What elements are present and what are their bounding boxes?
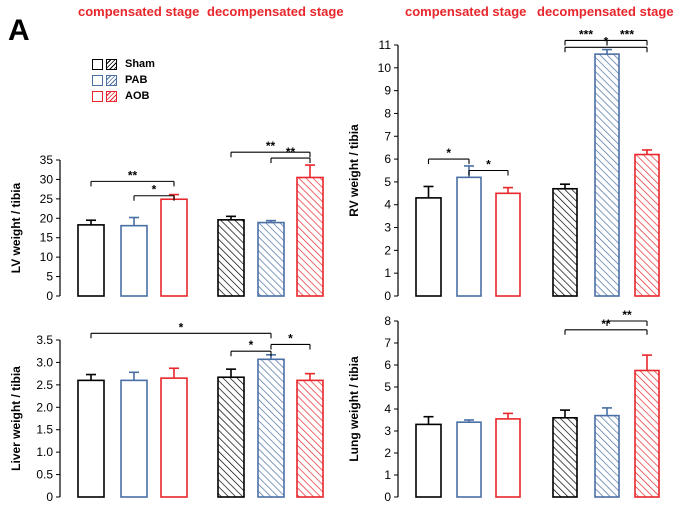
panel-2-ytick-label: 7 <box>384 129 391 143</box>
panel-2-ytick-label: 6 <box>384 152 391 166</box>
panel-2-ytick-label: 2 <box>384 243 391 257</box>
panel-3-ytick-label: 1.0 <box>36 445 53 459</box>
panel-3-ytick-label: 2.0 <box>36 400 53 414</box>
panel-2-bar-aob-decompensated <box>634 153 660 297</box>
panel-1-ytick-label: 20 <box>40 211 54 225</box>
panel-4-ytick-label: 0 <box>384 490 391 504</box>
legend-label-pab: PAB <box>125 74 148 86</box>
panel-4-ytick-label: 6 <box>384 358 391 372</box>
panel-3-sig-label: * <box>179 320 184 334</box>
legend-swatch-sham-open <box>92 58 103 70</box>
panel-3-ytick-label: 2.5 <box>36 378 53 392</box>
panel-2-bar-sham-decompensated <box>552 187 578 297</box>
panel-4-bar-aob-decompensated <box>634 369 660 498</box>
panel-3-ytick-label: 3.5 <box>36 333 53 347</box>
panel-2-ytick-label: 8 <box>384 106 391 120</box>
legend: Sham PAB AOB <box>92 56 155 104</box>
panel-1-bar-pab-compensated <box>120 224 148 297</box>
panel-2-sig-label: *** <box>579 27 593 41</box>
panel-4-ytick-label: 7 <box>384 336 391 350</box>
panel-1-ytick-label: 5 <box>46 270 53 284</box>
stage-label-compensated-left: compensated stage <box>78 4 200 19</box>
stage-label-decompensated-left: decompensated stage <box>207 4 344 19</box>
panel-3-bar-sham-decompensated <box>217 376 245 498</box>
legend-swatch-aob-hatched <box>106 90 117 102</box>
panel-4-sig-label: ** <box>622 308 632 322</box>
panel-1-ytick-label: 25 <box>40 192 54 206</box>
panel-1-ytick-label: 30 <box>40 172 54 186</box>
panel-4-ytick-label: 1 <box>384 468 391 482</box>
legend-swatch-sham-hatched <box>106 58 117 70</box>
panel-2-ytick-label: 4 <box>384 198 391 212</box>
panel-4-ytick-label: 2 <box>384 446 391 460</box>
panel-1-ytick-label: 15 <box>40 231 54 245</box>
panel-2-ytick-label: 5 <box>384 175 391 189</box>
panel-4-sig-label: ** <box>601 317 611 331</box>
panel-1-sig-label: ** <box>266 139 276 153</box>
legend-swatch-pab-hatched <box>106 74 117 86</box>
panel-3-ytick-label: 1.5 <box>36 423 53 437</box>
panel-1-sig-label: ** <box>128 168 138 182</box>
panel-3-bar-pab-decompensated <box>257 358 285 498</box>
panel-3-ytick-label: 3.0 <box>36 355 53 369</box>
panel-1-bar-sham-compensated <box>77 224 105 297</box>
panel-2-sig-label: * <box>446 146 451 160</box>
panel-1-bar-aob-compensated <box>160 198 188 297</box>
panel-3-bar-sham-compensated <box>77 379 105 498</box>
panel-1-ytick-label: 35 <box>40 153 54 167</box>
panel-3-sig-label: * <box>249 338 254 352</box>
panel-2-ytick-label: 1 <box>384 266 391 280</box>
panel-2-bar-aob-compensated <box>495 192 521 297</box>
panel-1-bar-pab-decompensated <box>257 221 285 297</box>
stage-label-decompensated-right: decompensated stage <box>537 4 674 19</box>
panel-4-bar-pab-compensated <box>456 421 482 498</box>
panel-4-ylabel: Lung weight / tibia <box>347 356 361 462</box>
panel-2-ytick-label: 10 <box>378 61 392 75</box>
legend-swatch-pab-open <box>92 74 103 86</box>
legend-label-sham: Sham <box>125 58 155 70</box>
panel-2-ytick-label: 9 <box>384 84 391 98</box>
stage-label-compensated-right: compensated stage <box>405 4 527 19</box>
panel-1-bar-sham-decompensated <box>217 219 245 297</box>
panel-4-ytick-label: 8 <box>384 314 391 328</box>
panel-2-bar-pab-decompensated <box>594 53 620 297</box>
panel-2-bar-pab-compensated <box>456 176 482 297</box>
panel-3-bar-aob-decompensated <box>296 379 324 498</box>
panel-4-ytick-label: 3 <box>384 424 391 438</box>
legend-swatch-aob-open <box>92 90 103 102</box>
legend-item-aob: AOB <box>92 88 155 104</box>
panel-1-sig-label: * <box>152 183 157 197</box>
panel-2-bar-sham-compensated <box>415 197 442 297</box>
panel-1-ytick-label: 10 <box>40 250 54 264</box>
panel-2-ytick-label: 3 <box>384 221 391 235</box>
legend-item-sham: Sham <box>92 56 155 72</box>
panel-4-bar-aob-compensated <box>495 418 521 498</box>
panel-3-bar-pab-compensated <box>120 379 148 498</box>
panel-3-ytick-label: 0.5 <box>36 468 53 482</box>
panel-4-bar-sham-compensated <box>415 423 442 498</box>
panel-2-ylabel: RV weight / tibia <box>347 124 361 217</box>
panel-2-sig-label: * <box>604 34 609 48</box>
panel-1-ylabel: LV weight / tibia <box>9 182 23 273</box>
panel-4-ytick-label: 4 <box>384 402 391 416</box>
panel-4-bar-pab-decompensated <box>594 414 620 498</box>
panel-1-bar-aob-decompensated <box>296 176 324 297</box>
panel-4-ytick-label: 5 <box>384 380 391 394</box>
panel-letter: A <box>8 14 30 47</box>
panel-1-sig-label: ** <box>286 145 296 159</box>
panel-2-ytick-label: 11 <box>379 38 392 52</box>
legend-item-pab: PAB <box>92 72 155 88</box>
panel-3-ytick-label: 0 <box>46 490 53 504</box>
panel-2-sig-label: * <box>486 158 491 172</box>
legend-label-aob: AOB <box>125 90 150 102</box>
panel-3-ylabel: Liver weight / tibia <box>9 366 23 471</box>
panel-1-ytick-label: 0 <box>46 289 53 303</box>
panel-3-sig-label: * <box>288 331 293 345</box>
panel-2-sig-label: *** <box>620 27 634 41</box>
panel-4-bar-sham-decompensated <box>552 416 578 498</box>
panel-3-bar-aob-compensated <box>160 377 188 498</box>
panel-2-ytick-label: 0 <box>384 289 391 303</box>
